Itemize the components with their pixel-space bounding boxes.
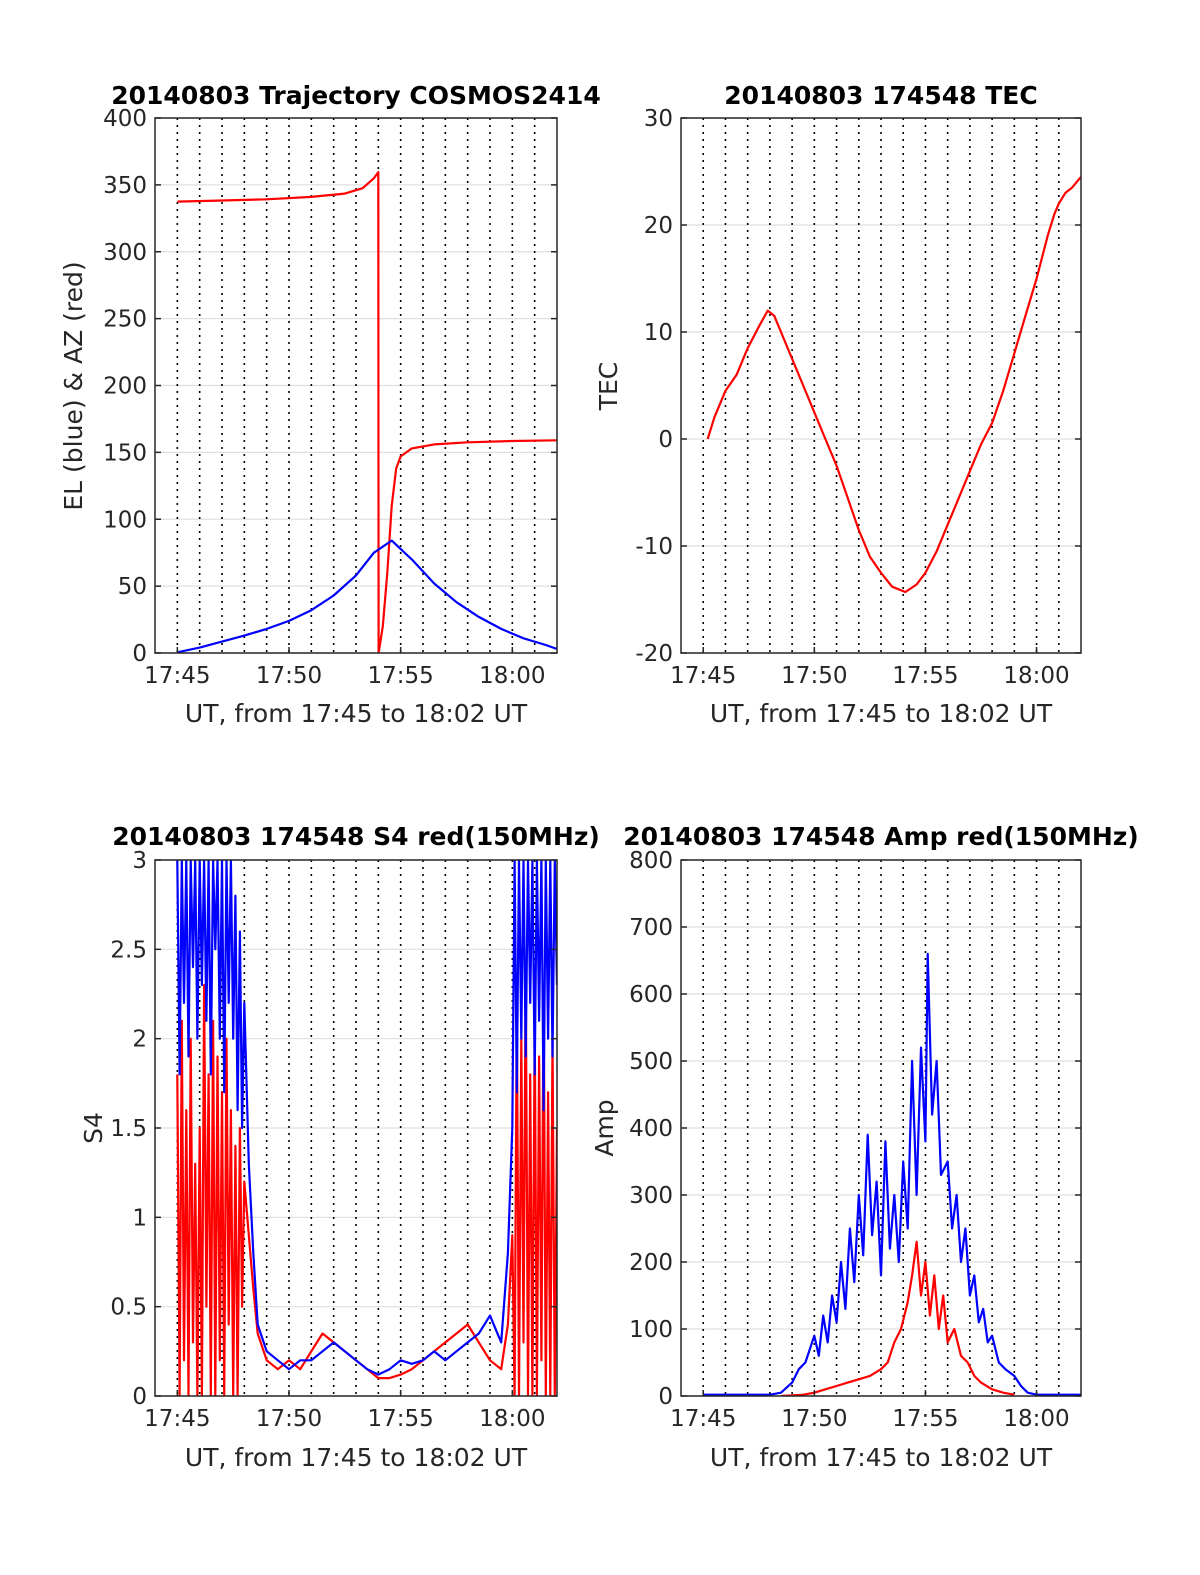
series-line xyxy=(177,539,557,653)
y-tick-label: 700 xyxy=(629,915,673,941)
series-line xyxy=(706,176,1081,594)
y-tick-label: 250 xyxy=(103,307,147,333)
y-tick-label: 0 xyxy=(132,641,147,667)
plot-area-amp: 0 100 200 300 400 500 600 700 800 17:45 17:50 17:55… xyxy=(629,848,1082,1432)
y-tick-label: 2.5 xyxy=(110,937,147,963)
series-line xyxy=(703,952,1081,1396)
y-tick-label: 30 xyxy=(644,106,673,132)
x-tick-label: 17:45 xyxy=(144,663,210,689)
y-tick-label: 150 xyxy=(103,440,147,466)
series-line xyxy=(177,171,557,653)
series-line xyxy=(780,1240,1015,1396)
x-tick-label: 17:50 xyxy=(256,663,322,689)
series-line xyxy=(176,966,557,1396)
y-tick-label: 1 xyxy=(132,1205,147,1231)
chart-title: 20140803 174548 S4 red(150MHz) xyxy=(112,822,600,851)
y-tick-label: -10 xyxy=(635,534,673,560)
y-tick-label: 2 xyxy=(132,1027,147,1053)
plot-area-s4: 0 0.5 1 1.5 2 2.5 3 17:45 17:50 17:55 18:00 xyxy=(110,848,558,1432)
x-tick-label: 17:50 xyxy=(781,663,847,689)
chart-title: 20140803 Trajectory COSMOS2414 xyxy=(111,81,601,110)
y-tick-label: 0.5 xyxy=(110,1295,147,1321)
x-tick-label: 17:55 xyxy=(368,1406,434,1432)
y-axis-label: EL (blue) & AZ (red) xyxy=(59,261,88,510)
panel-trajectory: 20140803 Trajectory COSMOS2414 0 50 100 150… xyxy=(59,81,601,728)
y-tick-label: 100 xyxy=(103,507,147,533)
y-axis-label: S4 xyxy=(79,1112,108,1144)
y-tick-label: 0 xyxy=(658,1384,673,1410)
y-tick-label: 20 xyxy=(644,213,673,239)
x-axis-label: UT, from 17:45 to 18:02 UT xyxy=(710,1443,1053,1472)
series-line xyxy=(176,860,557,1376)
x-tick-label: 17:45 xyxy=(144,1406,210,1432)
y-axis-label: Amp xyxy=(590,1099,619,1156)
y-tick-label: 300 xyxy=(629,1183,673,1209)
x-tick-label: 17:55 xyxy=(892,1406,958,1432)
y-tick-label: 200 xyxy=(629,1250,673,1276)
y-tick-label: 3 xyxy=(132,848,147,874)
x-tick-label: 18:00 xyxy=(1003,1406,1069,1432)
y-axis-label: TEC xyxy=(594,362,623,412)
y-tick-label: 50 xyxy=(118,574,147,600)
y-tick-label: 300 xyxy=(103,240,147,266)
plot-area-trajectory: 0 50 100 150 200 250 300 350 400 17:45 17:50 17:55 1… xyxy=(103,106,558,689)
x-tick-label: 18:00 xyxy=(479,663,545,689)
x-axis-label: UT, from 17:45 to 18:02 UT xyxy=(710,699,1053,728)
x-axis-label: UT, from 17:45 to 18:02 UT xyxy=(185,1443,528,1472)
panel-tec: 20140803 174548 TEC -20 -10 0 10 20 30 17:45 17… xyxy=(594,81,1082,728)
y-tick-label: 1.5 xyxy=(110,1116,147,1142)
x-axis-label: UT, from 17:45 to 18:02 UT xyxy=(185,699,528,728)
y-tick-label: 10 xyxy=(644,320,673,346)
y-tick-label: 600 xyxy=(629,982,673,1008)
panel-amp: 20140803 174548 Amp red(150MHz) 0 100 200 3… xyxy=(590,822,1139,1472)
y-tick-label: -20 xyxy=(635,641,673,667)
y-tick-label: 0 xyxy=(658,427,673,453)
x-tick-label: 17:50 xyxy=(256,1406,322,1432)
x-tick-label: 18:00 xyxy=(479,1406,545,1432)
y-tick-label: 100 xyxy=(629,1317,673,1343)
x-tick-label: 17:45 xyxy=(670,663,736,689)
y-tick-label: 200 xyxy=(103,374,147,400)
y-tick-label: 350 xyxy=(103,173,147,199)
plot-area-tec: -20 -10 0 10 20 30 17:45 17:50 17:55 18:00 xyxy=(635,106,1082,689)
chart-title: 20140803 174548 TEC xyxy=(724,81,1037,110)
plot-frame xyxy=(680,117,1082,654)
x-tick-label: 17:50 xyxy=(781,1406,847,1432)
x-tick-label: 17:55 xyxy=(368,663,434,689)
y-tick-label: 0 xyxy=(132,1384,147,1410)
y-tick-label: 500 xyxy=(629,1049,673,1075)
x-tick-label: 17:55 xyxy=(892,663,958,689)
chart-title: 20140803 174548 Amp red(150MHz) xyxy=(623,822,1139,851)
x-tick-label: 18:00 xyxy=(1003,663,1069,689)
panel-s4: 20140803 174548 S4 red(150MHz) 0 0.5 1 1.5 2… xyxy=(79,822,600,1472)
y-tick-label: 400 xyxy=(103,106,147,132)
y-tick-label: 800 xyxy=(629,848,673,874)
x-tick-label: 17:45 xyxy=(670,1406,736,1432)
y-tick-label: 400 xyxy=(629,1116,673,1142)
